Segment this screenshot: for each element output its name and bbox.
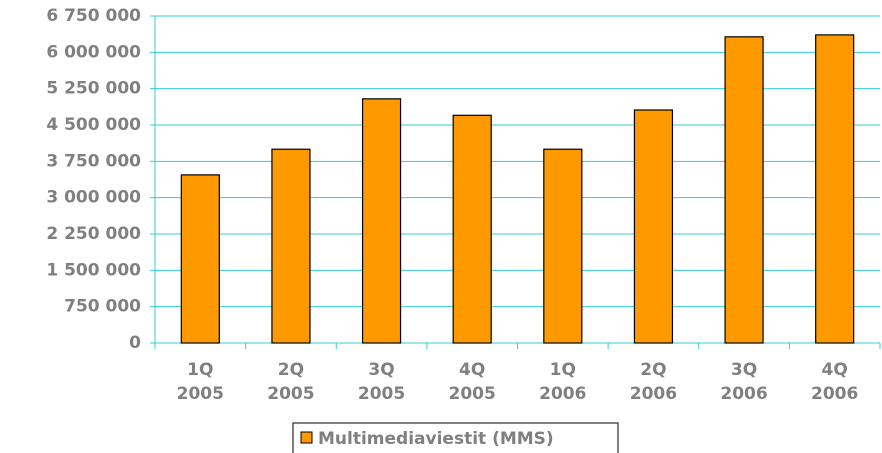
y-tick-label: 5 250 000: [46, 79, 141, 99]
bar: [543, 148, 583, 344]
y-tick-label: 6 750 000: [46, 6, 141, 26]
bar: [452, 114, 492, 344]
x-tick-label: 1Q 2006: [539, 360, 586, 404]
y-tick-label: 3 000 000: [46, 188, 141, 208]
y-tick-label: 6 000 000: [46, 42, 141, 62]
y-tick-label: 0: [129, 333, 141, 353]
x-tick-label: 3Q 2006: [720, 360, 767, 404]
x-tick-label: 1Q 2005: [177, 360, 224, 404]
y-tick-label: 2 250 000: [46, 224, 141, 244]
x-tick-label: 4Q 2006: [811, 360, 858, 404]
y-tick-label: 750 000: [64, 297, 141, 317]
x-tick-label: 2Q 2005: [267, 360, 314, 404]
x-tick-label: 3Q 2005: [358, 360, 405, 404]
bar: [180, 174, 220, 344]
y-tick-label: 1 500 000: [46, 260, 141, 280]
bar: [633, 109, 674, 344]
legend-swatch: [300, 431, 313, 444]
x-tick-label: 4Q 2005: [449, 360, 496, 404]
bar: [724, 36, 764, 344]
bar: [361, 98, 402, 344]
x-tick-label: 2Q 2006: [630, 360, 677, 404]
bar: [815, 34, 855, 344]
bar: [271, 148, 311, 344]
legend-box: [292, 422, 619, 453]
legend-label: Multimediaviestit (MMS): [318, 429, 554, 449]
y-tick-label: 3 750 000: [46, 151, 141, 171]
y-tick-label: 4 500 000: [46, 115, 141, 135]
